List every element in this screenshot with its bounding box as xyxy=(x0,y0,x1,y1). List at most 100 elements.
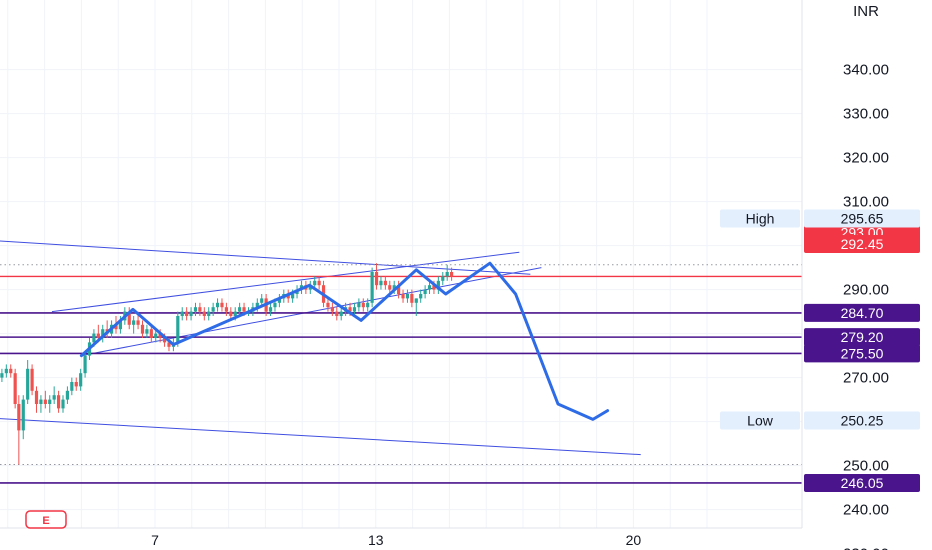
candle-body xyxy=(140,324,145,334)
candle-body xyxy=(215,302,220,308)
candle-body xyxy=(92,333,96,343)
candle-body xyxy=(242,307,246,312)
candle-body xyxy=(423,289,427,294)
candle-body xyxy=(348,307,352,312)
candle-body xyxy=(326,302,330,308)
y-tick-label: 250.00 xyxy=(843,458,889,475)
level-price-tag: 284.70 xyxy=(841,305,884,321)
candle-body xyxy=(441,276,445,281)
x-tick-label: 20 xyxy=(626,532,642,548)
price-tags: 284.70279.20275.50246.05293.00292.45295.… xyxy=(720,209,920,492)
candle-body xyxy=(74,382,78,387)
candle-body xyxy=(286,294,290,299)
candle-body xyxy=(127,311,131,325)
candle-body xyxy=(352,307,357,312)
high-price-tag: 295.65 xyxy=(841,211,884,227)
support-resistance-levels xyxy=(0,264,802,484)
candle-body xyxy=(180,311,184,316)
level-price-tag-bg xyxy=(804,328,920,347)
candle-body xyxy=(388,285,392,290)
candle-body xyxy=(145,329,149,334)
x-tick-label: 7 xyxy=(151,532,159,548)
candle-body xyxy=(26,368,30,400)
candle-body xyxy=(374,272,379,286)
high-price-tag-bg xyxy=(804,209,920,228)
candle-body xyxy=(70,382,74,391)
candle-body xyxy=(383,280,387,286)
candle-body xyxy=(450,272,454,277)
y-tick-label: 310.00 xyxy=(843,194,889,211)
candle-body xyxy=(193,307,198,312)
candle-body xyxy=(357,302,361,308)
candle-body xyxy=(432,285,436,290)
candle-body xyxy=(224,307,228,312)
candle-body xyxy=(83,355,87,374)
candle-body xyxy=(118,320,123,330)
candle-body xyxy=(9,368,13,374)
level-price-tag: 279.20 xyxy=(841,329,884,345)
candle-body xyxy=(21,399,25,431)
candle-body xyxy=(211,307,215,312)
candle-body xyxy=(339,311,343,316)
earnings-event-label: E xyxy=(42,515,49,527)
candle-body xyxy=(330,307,334,312)
candle-body xyxy=(401,294,405,299)
candle-body xyxy=(43,399,47,404)
earnings-event-marker[interactable]: E xyxy=(25,510,67,529)
candle-body xyxy=(167,342,171,347)
candle-body xyxy=(56,395,61,409)
candle-body xyxy=(176,316,180,343)
candle-body xyxy=(397,285,401,294)
candle-body xyxy=(189,311,193,316)
candle-body xyxy=(136,320,140,325)
y-tick-label: 230.00 xyxy=(843,546,889,550)
candle-body xyxy=(101,329,105,338)
y-tick-label: 240.00 xyxy=(843,502,889,519)
y-tick-label: 330.00 xyxy=(843,106,889,123)
candle-body xyxy=(445,272,449,277)
low-price-tag: 250.25 xyxy=(841,413,884,429)
candle-body xyxy=(149,329,153,338)
candle-body xyxy=(268,307,273,312)
candle-body xyxy=(162,338,167,343)
candle-body xyxy=(291,294,295,299)
candle-body xyxy=(427,285,432,290)
candle-body xyxy=(198,307,202,312)
level-price-tag: 275.50 xyxy=(841,345,884,361)
candle-body xyxy=(414,298,418,303)
candle-body xyxy=(34,390,39,404)
candle-body xyxy=(277,298,281,303)
pattern-projection xyxy=(79,261,610,421)
candle-body xyxy=(255,302,259,308)
time-axis[interactable]: 7 13 20 xyxy=(151,532,641,548)
candle-body xyxy=(52,395,56,400)
high-label-bg xyxy=(720,209,800,228)
candle-body xyxy=(361,302,365,308)
candle-body xyxy=(185,311,189,316)
candle-body xyxy=(61,399,65,409)
candle-body xyxy=(233,311,237,316)
candle-body xyxy=(419,294,423,299)
candle-body xyxy=(4,368,8,374)
trend-line-channel-lower xyxy=(0,418,641,456)
candle-body xyxy=(79,373,83,387)
current-low-tag: 292.45 xyxy=(841,236,884,252)
y-tick-label: 340.00 xyxy=(843,62,889,79)
trend-line-channel-upper xyxy=(0,240,531,275)
level-price-tag-bg xyxy=(804,344,920,363)
candle-body xyxy=(260,298,264,303)
candle-body xyxy=(48,399,52,404)
candle-body xyxy=(405,294,410,299)
candle-body xyxy=(366,302,370,308)
y-tick-label: 290.00 xyxy=(843,282,889,299)
candle-body xyxy=(238,307,242,312)
candle-body xyxy=(392,285,396,290)
candle-body xyxy=(410,294,414,303)
candle-body xyxy=(0,373,4,378)
low-label: Low xyxy=(747,413,774,429)
candle-body xyxy=(335,311,339,316)
candle-body xyxy=(154,333,158,338)
candle-body xyxy=(220,302,224,308)
candle-body xyxy=(229,311,233,316)
